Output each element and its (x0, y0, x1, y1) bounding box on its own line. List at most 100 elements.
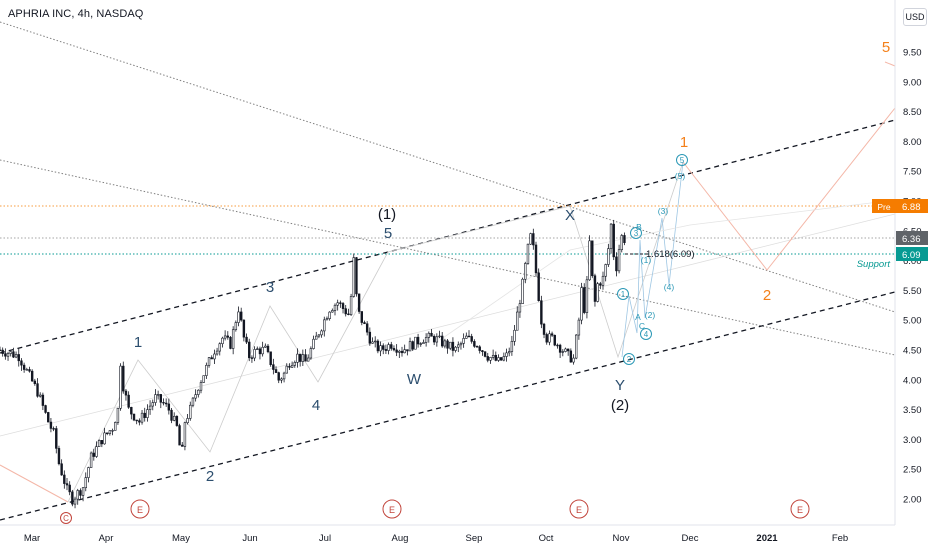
candle (403, 344, 406, 354)
candle-body (114, 422, 117, 431)
candle (146, 404, 149, 422)
candle-body (392, 348, 396, 351)
candle (312, 335, 315, 350)
candle-body (403, 349, 406, 354)
candle-body (154, 394, 157, 403)
time-tick-label: Oct (539, 533, 554, 544)
candle (376, 339, 380, 354)
candle-body (4, 353, 7, 357)
candle-body (240, 311, 243, 321)
candle (532, 228, 535, 250)
candle-body (422, 342, 425, 344)
candle-body (14, 354, 18, 358)
candle (119, 363, 122, 411)
candle (76, 488, 79, 505)
candle (14, 351, 18, 359)
candle (446, 338, 449, 354)
candle-body (524, 263, 527, 280)
earnings-marker: E (569, 499, 589, 519)
candle-body (373, 340, 377, 343)
candle-body (0, 349, 2, 352)
candle (422, 339, 425, 344)
candle-body (81, 487, 85, 496)
price-tick-label: 2.00 (903, 495, 922, 506)
candle (379, 341, 382, 357)
wave-label-cyan: B (636, 222, 642, 232)
candle-body (73, 498, 77, 505)
candle (548, 330, 551, 346)
candle (414, 336, 417, 350)
candle (100, 440, 104, 448)
wave-circle (630, 227, 642, 239)
candle-body (505, 352, 508, 357)
candle (365, 321, 369, 336)
wave-label-cyan: 2 (627, 355, 632, 364)
candle (612, 219, 615, 261)
time-tick-label: Dec (682, 533, 699, 544)
candle-body (478, 346, 481, 351)
candle-body (274, 369, 278, 373)
candle-body (60, 463, 63, 476)
candle (116, 407, 120, 425)
candle-body (103, 432, 106, 445)
candle (580, 282, 583, 325)
candle-body (588, 240, 591, 281)
candle-body (44, 405, 47, 413)
candle (197, 389, 200, 398)
candle-body (516, 311, 519, 331)
candle-body (226, 335, 229, 338)
candle-body (470, 336, 473, 342)
candle-body (79, 490, 82, 496)
candle (424, 333, 428, 347)
candle-body (583, 287, 586, 313)
candle-body (269, 351, 272, 365)
candle-body (513, 329, 516, 342)
last-price-value: 6.36 (902, 234, 921, 245)
candle-body (414, 336, 417, 350)
candle (274, 366, 278, 373)
wave-label-orange: 1 (680, 134, 688, 151)
candle (325, 316, 329, 321)
candle-body (475, 346, 479, 348)
candle (277, 371, 280, 384)
candle (333, 303, 337, 316)
candle-body (574, 334, 578, 359)
currency-button[interactable]: USD (903, 8, 927, 26)
candle (234, 320, 238, 332)
candle (49, 417, 53, 433)
candle-body (507, 351, 511, 354)
candle (411, 340, 414, 351)
pre-value: 6.88 (902, 202, 921, 213)
candle (175, 415, 179, 427)
candle (384, 344, 388, 354)
candle (406, 349, 409, 356)
candle (449, 341, 452, 351)
candle (30, 369, 34, 382)
candle-body (162, 401, 165, 404)
candle (440, 332, 444, 348)
candle (473, 339, 476, 348)
candle (491, 349, 495, 360)
candle-body (339, 302, 342, 304)
candle (138, 418, 141, 426)
candle-body (207, 357, 211, 366)
candle (17, 348, 20, 367)
candle-body (572, 357, 575, 363)
candle (38, 392, 42, 398)
candle-body (76, 490, 79, 500)
candle-body (156, 394, 160, 396)
candle-body (566, 348, 570, 352)
candle-body (580, 287, 583, 321)
candle (65, 478, 69, 491)
candle-body (325, 318, 329, 321)
candle (178, 423, 181, 446)
candle (290, 361, 294, 368)
candle (122, 361, 125, 394)
candle-body (191, 397, 195, 406)
earnings-circle (790, 499, 810, 519)
candle-body (363, 322, 366, 325)
candle-body (231, 329, 235, 349)
candle-body (558, 344, 562, 353)
